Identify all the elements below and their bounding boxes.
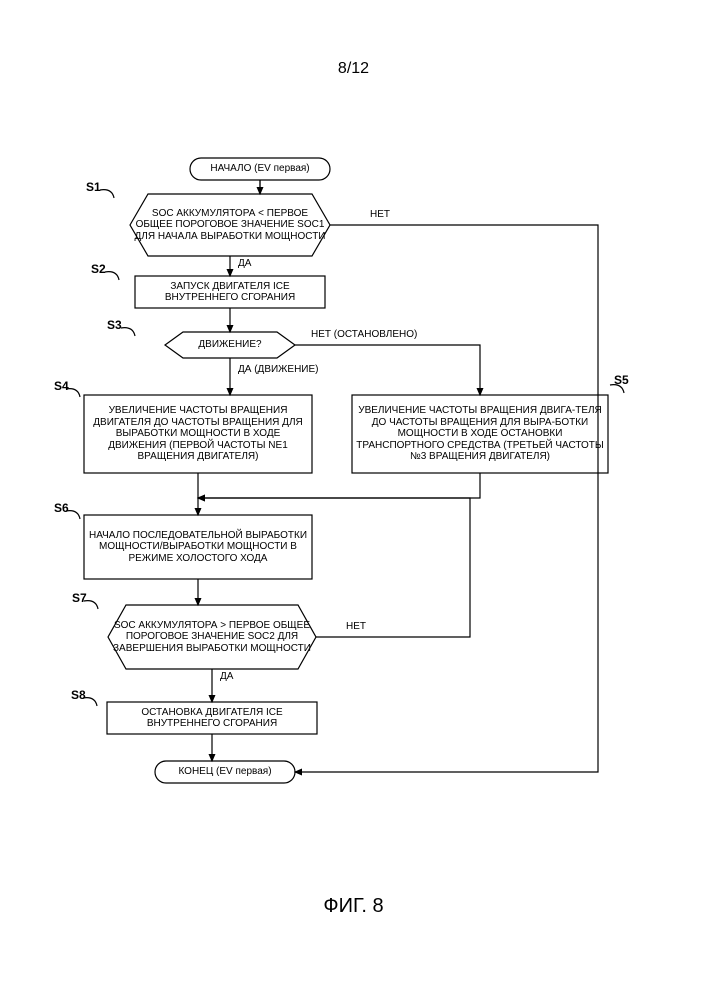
step-s7: S7 — [72, 591, 87, 605]
edge-s1-yes: ДА — [238, 258, 251, 269]
edge-s1-no: НЕТ — [370, 209, 390, 220]
step-s4: S4 — [54, 379, 69, 393]
step-s6: S6 — [54, 501, 69, 515]
step-s1: S1 — [86, 180, 101, 194]
node-s5: УВЕЛИЧЕНИЕ ЧАСТОТЫ ВРАЩЕНИЯ ДВИГА-ТЕЛЯ Д… — [356, 395, 604, 473]
node-s3: ДВИЖЕНИЕ? — [169, 332, 291, 358]
edge-s7-no: НЕТ — [346, 621, 366, 632]
edge-s3-yes: ДА (ДВИЖЕНИЕ) — [238, 364, 319, 375]
node-s1: SOC АККУМУЛЯТОРА < ПЕРВОЕ ОБЩЕЕ ПОРОГОВО… — [134, 194, 326, 256]
step-s2: S2 — [91, 262, 106, 276]
node-start: НАЧАЛО (EV первая) — [194, 158, 326, 180]
node-s2: ЗАПУСК ДВИГАТЕЛЯ ICE ВНУТРЕННЕГО СГОРАНИ… — [139, 276, 321, 308]
edge-s7-yes: ДА — [220, 671, 233, 682]
step-s8: S8 — [71, 688, 86, 702]
node-s7: SOC АККУМУЛЯТОРА > ПЕРВОЕ ОБЩЕЕ ПОРОГОВО… — [112, 605, 312, 669]
node-s4: УВЕЛИЧЕНИЕ ЧАСТОТЫ ВРАЩЕНИЯ ДВИГАТЕЛЯ ДО… — [88, 395, 308, 473]
step-s3: S3 — [107, 318, 122, 332]
step-s5: S5 — [614, 373, 629, 387]
flowchart-svg — [0, 0, 707, 1000]
node-end: КОНЕЦ (EV первая) — [159, 761, 291, 783]
node-s8: ОСТАНОВКА ДВИГАТЕЛЯ ICE ВНУТРЕННЕГО СГОР… — [111, 702, 313, 734]
node-s6: НАЧАЛО ПОСЛЕДОВАТЕЛЬНОЙ ВЫРАБОТКИ МОЩНОС… — [88, 515, 308, 579]
edge-s3-no: НЕТ (ОСТАНОВЛЕНО) — [311, 329, 417, 340]
